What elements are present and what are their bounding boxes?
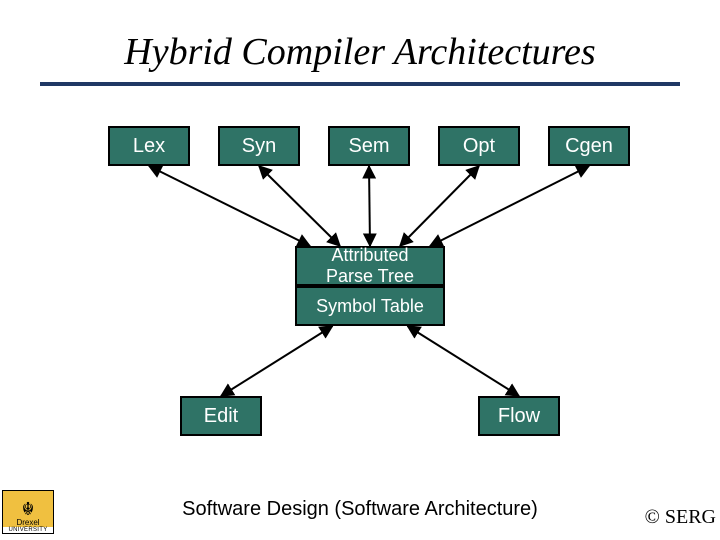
node-edit: Edit xyxy=(180,396,262,436)
title-text: Hybrid Compiler Architectures xyxy=(124,31,595,73)
node-sym: Symbol Table xyxy=(295,286,445,326)
node-apt: AttributedParse Tree xyxy=(295,246,445,286)
copyright-text: © SERG xyxy=(645,506,716,529)
node-opt: Opt xyxy=(438,126,520,166)
footer-text: Software Design (Software Architecture) xyxy=(0,498,720,521)
node-cgen: Cgen xyxy=(548,126,630,166)
node-syn: Syn xyxy=(218,126,300,166)
node-flow: Flow xyxy=(478,396,560,436)
logo-name: Drexel xyxy=(3,518,53,527)
dragon-icon: ☬ xyxy=(3,500,53,518)
node-lex: Lex xyxy=(108,126,190,166)
drexel-logo: ☬ Drexel UNIVERSITY xyxy=(2,490,54,534)
diagram-area: Lex Syn Sem Opt Cgen AttributedParse TreeSymb… xyxy=(0,86,720,486)
logo-subtitle: UNIVERSITY xyxy=(3,527,53,533)
slide-title: Hybrid Compiler Architectures xyxy=(0,0,720,82)
node-sem: Sem xyxy=(328,126,410,166)
